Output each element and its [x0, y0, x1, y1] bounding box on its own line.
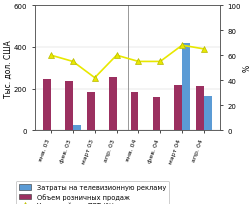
- Bar: [109, 78, 116, 131]
- Y-axis label: %: %: [242, 65, 250, 72]
- Bar: [87, 92, 95, 131]
- Legend: Затраты на телевизионную рекламу, Объем розничных продаж, Удельный вес ПРТ (%): Затраты на телевизионную рекламу, Объем …: [16, 181, 170, 204]
- Bar: [131, 92, 138, 131]
- Y-axis label: Тыс. дол. США: Тыс. дол. США: [4, 40, 13, 97]
- Bar: [196, 87, 204, 131]
- Bar: [65, 82, 73, 131]
- Bar: [44, 80, 51, 131]
- Bar: [174, 86, 182, 131]
- Bar: [73, 125, 80, 131]
- Bar: [152, 97, 160, 131]
- Bar: [182, 43, 190, 131]
- Bar: [204, 96, 212, 131]
